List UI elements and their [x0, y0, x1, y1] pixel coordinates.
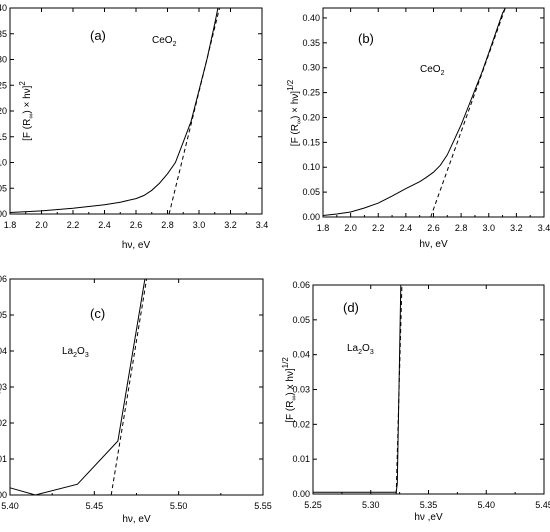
x-tick-label: 2.8: [161, 220, 174, 230]
y-tick-label: 0.02: [0, 418, 7, 428]
y-tick-label: 0.20: [302, 112, 320, 122]
x-tick-label: 2.0: [35, 220, 48, 230]
panel-label: (b): [358, 31, 374, 46]
y-tick-label: 0.06: [0, 274, 7, 284]
x-tick-label: 5.35: [420, 500, 438, 510]
x-axis-label: hν, eV: [122, 240, 151, 251]
panel-label: (a): [90, 28, 106, 43]
data-series-line: [322, 7, 506, 216]
y-tick-label: 0.00: [0, 209, 7, 219]
panel-label: (d): [343, 300, 359, 315]
y-tick-label: 0.02: [292, 419, 310, 429]
x-tick-label: 5.50: [170, 501, 188, 511]
x-axis-label: hν ,eV: [414, 512, 443, 523]
y-tick-label: 0.05: [0, 183, 7, 193]
panel-label: (c): [90, 306, 105, 321]
y-tick-label: 0.10: [302, 162, 320, 172]
y-tick-label: 0.15: [0, 132, 7, 142]
y-tick-label: 0.01: [292, 454, 310, 464]
x-tick-label: 1.8: [4, 220, 17, 230]
y-tick-label: 0.01: [0, 454, 7, 464]
y-tick-label: 0.25: [0, 80, 7, 90]
plot-frame: [9, 278, 264, 496]
x-tick-label: 2.6: [130, 220, 143, 230]
y-tick-label: 0.00: [302, 212, 320, 222]
x-tick-label: 5.40: [477, 500, 495, 510]
y-axis-label: [F (R∞) x hν]1/2: [281, 357, 298, 423]
x-tick-label: 5.45: [86, 501, 104, 511]
y-tick-label: 0.03: [0, 382, 7, 392]
x-axis-label: hν, eV: [122, 514, 151, 525]
y-tick-label: 0.05: [292, 315, 310, 325]
y-tick-label: 0.35: [302, 38, 320, 48]
y-tick-label: 0.35: [0, 29, 7, 39]
x-tick-label: 2.2: [67, 220, 80, 230]
x-tick-label: 5.25: [304, 500, 322, 510]
y-tick-label: 0.15: [302, 137, 320, 147]
x-tick-label: 1.8: [317, 223, 330, 233]
x-tick-label: 2.4: [98, 220, 111, 230]
y-tick-label: 0.30: [302, 63, 320, 73]
y-tick-label: 0.05: [302, 187, 320, 197]
y-tick-label: 0.05: [0, 310, 7, 320]
y-tick-label: 0.04: [292, 350, 310, 360]
chart-panel-1: 1.8 2.0 2.2 2.4 2.6 2.8 3.0 3.2 3.4 0.00 0.05 0.10 0…: [0, 3, 268, 251]
plot-frame: [322, 7, 545, 218]
x-tick-label: 3.2: [224, 220, 237, 230]
y-tick-label: 0.25: [302, 88, 320, 98]
x-tick-label: 2.6: [427, 223, 440, 233]
tangent-line: [168, 7, 220, 215]
x-tick-label: 3.2: [510, 223, 523, 233]
y-tick-label: 0.40: [0, 3, 7, 13]
tangent-line: [110, 278, 148, 496]
y-axis-label: [F (R∞) × hν]2: [18, 81, 35, 141]
compound-annotation: La2O3: [347, 343, 374, 356]
x-tick-label: 3.4: [256, 220, 269, 230]
x-tick-label: 5.55: [254, 501, 272, 511]
chart-panel-3: 5.40 5.45 5.50 5.55 0.00 0.01 0.02 0.03 0.04 0.05…: [0, 274, 272, 525]
x-axis-label: hν, eV: [419, 239, 448, 250]
plot-frame: [312, 284, 545, 495]
x-tick-label: 3.0: [482, 223, 495, 233]
x-tick-label: 5.45: [535, 500, 550, 510]
x-tick-label: 2.4: [400, 223, 413, 233]
tangent-line: [430, 7, 506, 218]
y-tick-label: 0.00: [292, 489, 310, 499]
x-tick-label: 5.40: [1, 501, 19, 511]
data-series-line: [9, 7, 219, 213]
y-tick-label: 0.10: [0, 158, 7, 168]
y-tick-label: 0.06: [292, 280, 310, 290]
y-tick-label: 0.30: [0, 55, 7, 65]
x-tick-label: 2.8: [455, 223, 468, 233]
y-axis-label: [F (R∞) × hν]1/2: [286, 79, 303, 146]
chart-panel-2: 1.8 2.0 2.2 2.4 2.6 2.8 3.0 3.2 3.4 0.00 0.05 0.10 0…: [286, 7, 550, 250]
y-tick-label: 0.03: [292, 385, 310, 395]
compound-annotation: CeO2: [152, 35, 177, 48]
y-axis-label: [F (R∞) x hν]2: [0, 357, 3, 416]
compound-annotation: La2O3: [62, 346, 89, 359]
chart-panel-4: 5.25 5.30 5.35 5.40 5.45 0.00 0.01 0.02 0.03 0.04…: [281, 280, 550, 523]
y-tick-label: 0.20: [0, 106, 7, 116]
y-tick-label: 0.00: [0, 490, 7, 500]
x-tick-label: 2.2: [372, 223, 385, 233]
y-tick-label: 0.40: [302, 13, 320, 23]
x-tick-label: 2.0: [344, 223, 357, 233]
x-tick-label: 5.30: [362, 500, 380, 510]
data-series-line: [9, 278, 146, 496]
x-tick-label: 3.4: [538, 223, 550, 233]
data-series-line: [313, 284, 402, 493]
plot-frame: [9, 7, 263, 215]
x-tick-label: 3.0: [193, 220, 206, 230]
compound-annotation: CeO2: [420, 64, 445, 77]
y-tick-label: 0.04: [0, 346, 7, 356]
